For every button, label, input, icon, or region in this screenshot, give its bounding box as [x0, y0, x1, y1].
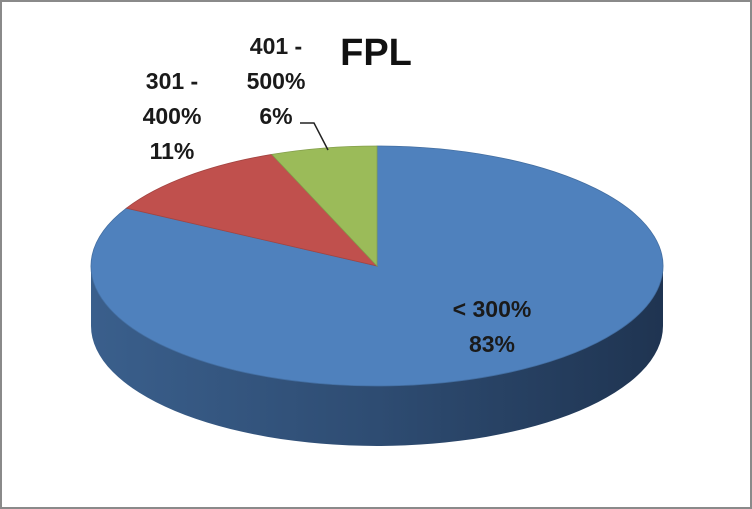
slice-side: [91, 266, 663, 446]
slice-value-label: 83%: [468, 331, 516, 357]
leader-line: [300, 122, 329, 151]
chart-title: FPL: [340, 32, 412, 74]
slice-value-label: 6%: [259, 103, 293, 129]
slice: [125, 153, 379, 267]
slice-label: < 300%: [452, 296, 532, 322]
slice-label: 301 - 400%: [142, 68, 202, 129]
slice: [270, 145, 378, 268]
slice-value-label: 11%: [149, 138, 195, 164]
slice-label: 401 - 500%: [246, 33, 306, 94]
